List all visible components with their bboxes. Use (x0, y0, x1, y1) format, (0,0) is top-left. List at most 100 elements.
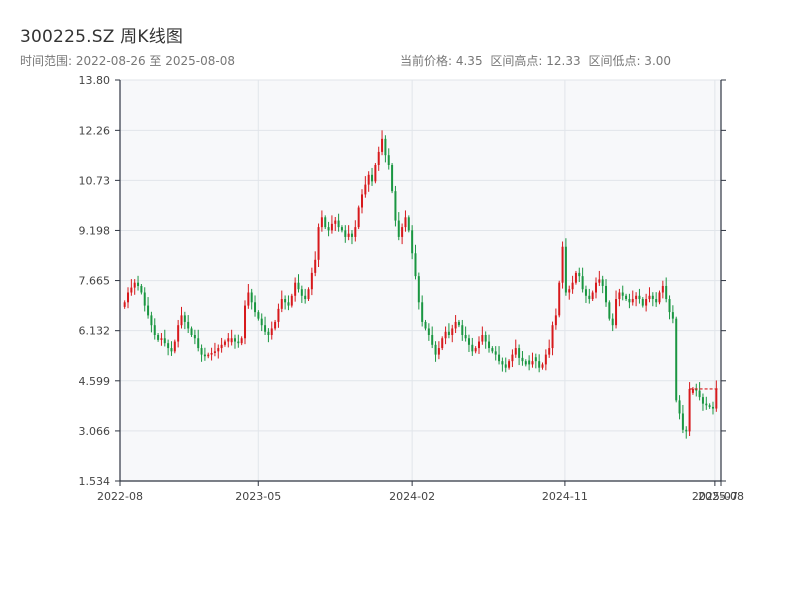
candle-body (391, 164, 394, 192)
candle-body (210, 352, 213, 355)
candle-body (591, 292, 594, 300)
candle-body (501, 361, 504, 365)
candle (407, 215, 410, 233)
candle-body (645, 299, 648, 306)
x-tick-label: 2024-11 (542, 490, 588, 503)
candle (270, 321, 273, 340)
candle-body (531, 361, 534, 365)
candle-body (481, 334, 484, 342)
candle (514, 339, 517, 358)
candle-body (685, 429, 688, 432)
candle-body (417, 276, 420, 303)
candle-body (344, 230, 347, 237)
candle (327, 221, 330, 237)
candle-body (247, 292, 250, 306)
candle (608, 300, 611, 321)
candle (665, 277, 668, 303)
candle-body (123, 302, 126, 307)
candle (574, 270, 577, 285)
candle-body (554, 315, 557, 326)
candle-body (424, 321, 427, 329)
candle-body (287, 302, 290, 306)
candle (484, 331, 487, 349)
candle-body (187, 321, 190, 329)
candle-body (648, 295, 651, 300)
candle-body (387, 155, 390, 165)
candle (434, 341, 437, 362)
candle (203, 347, 206, 361)
candle (297, 274, 300, 293)
candle (628, 293, 631, 309)
candle (454, 315, 457, 334)
candle-body (411, 230, 414, 254)
candle-body (551, 325, 554, 349)
candle (444, 326, 447, 345)
candle-body (407, 217, 410, 231)
candle-body (698, 390, 701, 398)
candle (685, 426, 688, 439)
candle (678, 395, 681, 420)
candle-body (444, 331, 447, 339)
chart-title: 300225.SZ 周K线图 (20, 27, 184, 47)
candle-body (467, 338, 470, 345)
candle (461, 319, 464, 341)
candle (304, 288, 307, 304)
candle-body (190, 328, 193, 335)
candle (137, 275, 140, 291)
candle-body (561, 246, 564, 283)
candle-body (160, 338, 163, 340)
candle (451, 324, 454, 343)
candle (491, 346, 494, 354)
candle (133, 279, 136, 295)
candle (511, 349, 514, 368)
current-price: 当前价格: 4.35 (400, 54, 483, 68)
candle (638, 288, 641, 304)
candle (528, 355, 531, 371)
candle (668, 295, 671, 320)
candle-body (434, 344, 437, 355)
range-low: 区间低点: 3.00 (588, 54, 672, 68)
candle (280, 290, 283, 313)
candle (240, 336, 243, 346)
candle (381, 130, 384, 156)
candle-body (237, 341, 240, 344)
candle (223, 339, 226, 347)
candle (641, 297, 644, 308)
candle (414, 244, 417, 280)
candle (177, 319, 180, 348)
candle (508, 359, 511, 370)
candle (260, 313, 263, 332)
candle-body (695, 388, 698, 391)
candle-body (173, 341, 176, 352)
candle (648, 287, 651, 303)
candle-body (611, 318, 614, 326)
candle-body (701, 397, 704, 404)
candle-body (357, 207, 360, 228)
candle-body (193, 334, 196, 339)
candle (621, 285, 624, 301)
candle-body (310, 272, 313, 290)
candle-body (521, 357, 524, 362)
candle-body (324, 217, 327, 228)
candle (250, 288, 253, 310)
candle (715, 380, 718, 412)
candle (584, 285, 587, 303)
candle-body (197, 338, 200, 349)
candle (681, 404, 684, 434)
candle (314, 251, 317, 277)
candle-body (524, 361, 527, 365)
candle (591, 290, 594, 301)
candle (337, 213, 340, 232)
candle-body (518, 348, 521, 358)
candle-body (364, 184, 367, 195)
y-tick-label: 4.599 (79, 375, 111, 388)
candle (284, 295, 287, 310)
candle (437, 341, 440, 360)
candle-body (270, 328, 273, 335)
candle (374, 163, 377, 184)
candle-body (200, 348, 203, 355)
candle-body (130, 287, 133, 293)
candle-body (625, 295, 628, 300)
candle-body (615, 299, 618, 326)
y-tick-label: 1.534 (79, 475, 111, 488)
